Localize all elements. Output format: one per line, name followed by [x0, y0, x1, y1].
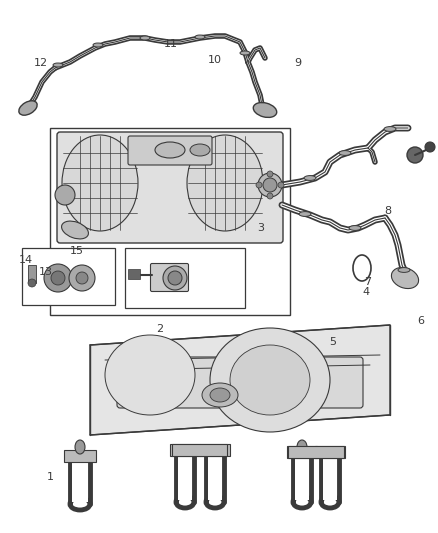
Text: 9: 9 — [294, 58, 301, 68]
Ellipse shape — [256, 182, 262, 188]
Ellipse shape — [392, 268, 419, 288]
Bar — [64, 450, 96, 462]
Text: 8: 8 — [384, 206, 391, 215]
Ellipse shape — [75, 440, 85, 454]
Ellipse shape — [93, 43, 103, 47]
Ellipse shape — [155, 142, 185, 158]
Text: 2: 2 — [156, 325, 163, 334]
Text: 4: 4 — [362, 287, 369, 297]
Ellipse shape — [195, 35, 205, 39]
Ellipse shape — [53, 63, 63, 67]
Bar — [208, 456, 222, 500]
Bar — [178, 456, 192, 500]
Bar — [315, 446, 345, 458]
Bar — [128, 269, 140, 279]
Text: 15: 15 — [70, 246, 84, 255]
Text: 10: 10 — [208, 55, 222, 64]
Bar — [22, 248, 115, 305]
Ellipse shape — [168, 271, 182, 285]
Ellipse shape — [105, 335, 195, 415]
Ellipse shape — [278, 182, 284, 188]
Ellipse shape — [267, 171, 273, 177]
Text: 5: 5 — [329, 337, 336, 347]
Ellipse shape — [349, 225, 361, 230]
Text: 6: 6 — [417, 316, 424, 326]
Text: 1: 1 — [47, 472, 54, 482]
Bar — [288, 446, 344, 458]
Ellipse shape — [258, 173, 282, 197]
Ellipse shape — [299, 212, 311, 216]
Ellipse shape — [202, 383, 238, 407]
Bar — [50, 128, 290, 315]
Ellipse shape — [384, 127, 396, 132]
Polygon shape — [90, 325, 390, 435]
Bar — [287, 446, 317, 458]
Ellipse shape — [267, 193, 273, 199]
Ellipse shape — [339, 151, 351, 156]
Ellipse shape — [140, 36, 150, 40]
Ellipse shape — [210, 388, 230, 402]
Text: 13: 13 — [39, 267, 53, 277]
FancyBboxPatch shape — [117, 357, 363, 408]
Ellipse shape — [76, 272, 88, 284]
Text: 7: 7 — [364, 278, 371, 287]
Ellipse shape — [28, 279, 36, 287]
Ellipse shape — [51, 271, 65, 285]
Ellipse shape — [407, 147, 423, 163]
Ellipse shape — [62, 221, 88, 239]
Ellipse shape — [240, 51, 250, 55]
Ellipse shape — [44, 264, 72, 292]
Ellipse shape — [19, 101, 37, 115]
Ellipse shape — [425, 142, 435, 152]
Ellipse shape — [353, 255, 371, 281]
Ellipse shape — [163, 266, 187, 290]
Bar — [323, 458, 337, 500]
Ellipse shape — [210, 328, 330, 432]
Ellipse shape — [253, 102, 277, 117]
Text: 14: 14 — [19, 255, 33, 264]
Bar — [170, 444, 200, 456]
FancyBboxPatch shape — [151, 263, 188, 292]
Text: 11: 11 — [164, 39, 178, 49]
Bar — [172, 444, 227, 456]
Ellipse shape — [304, 175, 316, 180]
Bar — [72, 462, 88, 502]
Ellipse shape — [55, 185, 75, 205]
Bar — [125, 248, 245, 308]
Ellipse shape — [398, 268, 410, 272]
Ellipse shape — [230, 345, 310, 415]
Bar — [295, 458, 309, 500]
Ellipse shape — [62, 135, 138, 231]
Bar — [28, 265, 36, 283]
FancyBboxPatch shape — [57, 132, 283, 243]
Ellipse shape — [187, 135, 263, 231]
FancyBboxPatch shape — [128, 136, 212, 165]
Ellipse shape — [263, 178, 277, 192]
Ellipse shape — [297, 440, 307, 454]
Ellipse shape — [190, 144, 210, 156]
Text: 12: 12 — [34, 58, 48, 68]
Text: 3: 3 — [257, 223, 264, 233]
Bar — [200, 444, 230, 456]
Ellipse shape — [69, 265, 95, 291]
